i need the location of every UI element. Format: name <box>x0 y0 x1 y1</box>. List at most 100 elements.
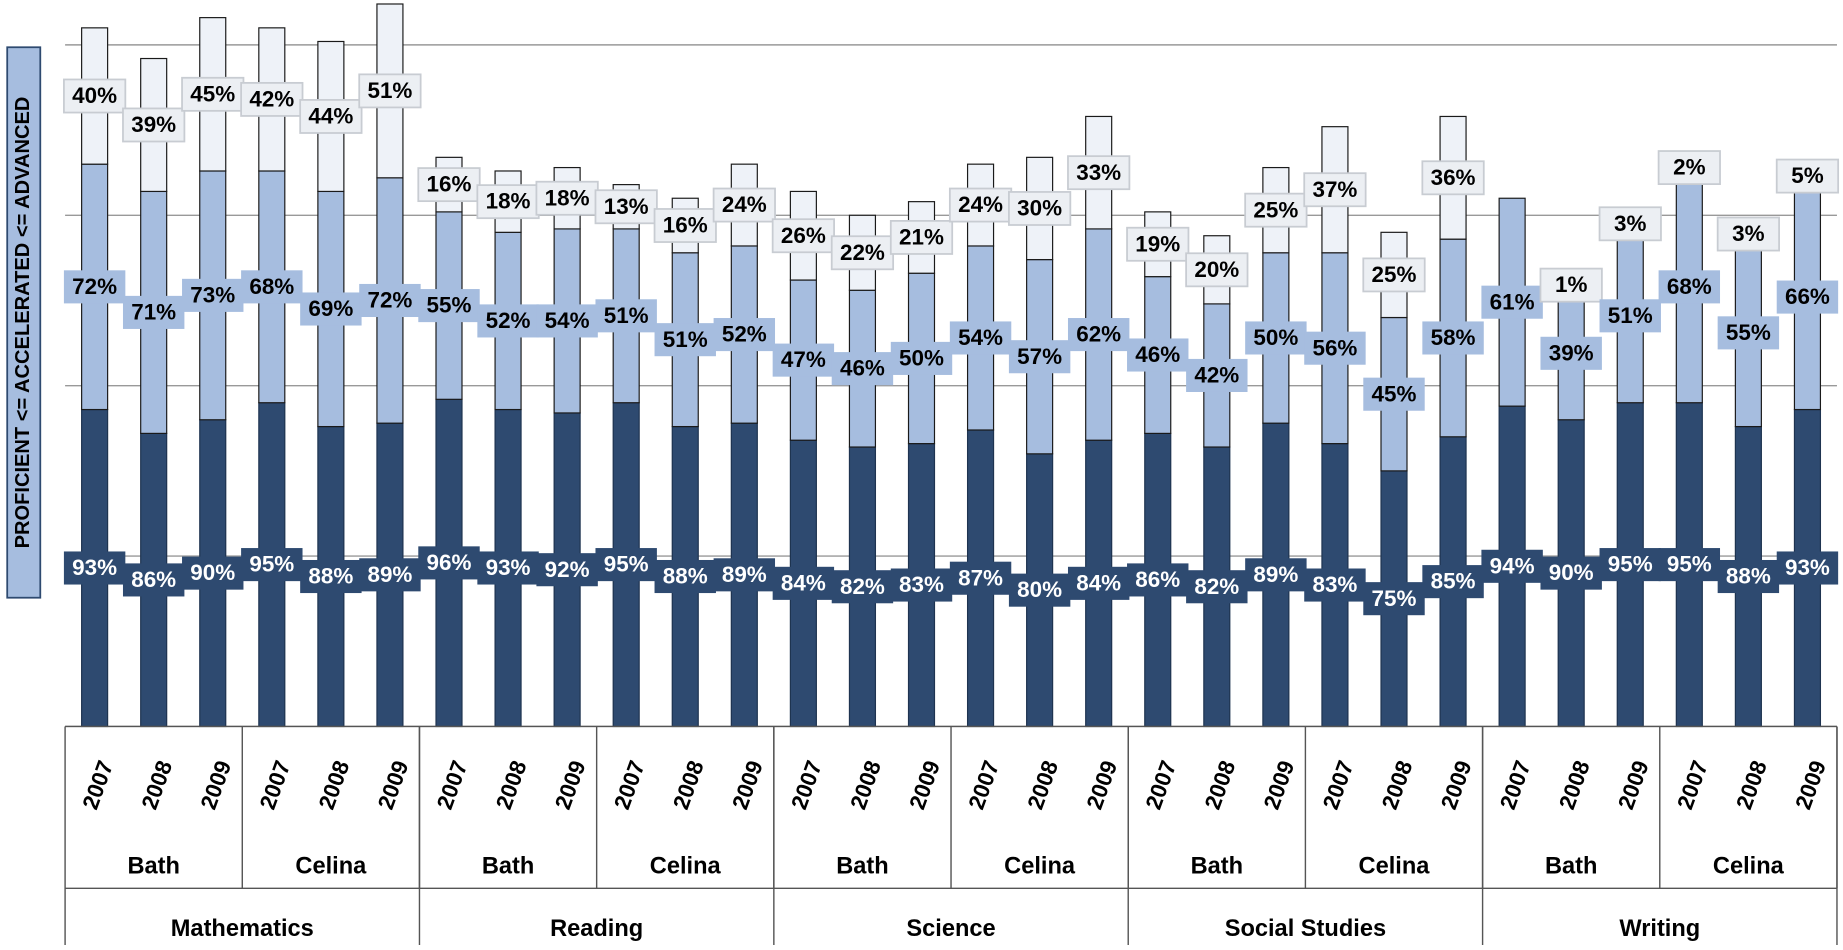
data-label-box <box>949 321 1012 355</box>
x-tick-label: 2008 <box>668 757 709 812</box>
group-label: Bath <box>482 853 534 879</box>
data-label: 56% <box>1312 335 1357 360</box>
data-label: 13% <box>604 194 649 219</box>
data-label: 50% <box>899 346 944 371</box>
data-label-box <box>1658 270 1721 304</box>
data-label-box <box>949 561 1012 595</box>
data-label-box <box>712 187 776 223</box>
data-label-box <box>300 292 362 326</box>
data-label-box <box>182 278 244 312</box>
data-label-box <box>418 546 480 580</box>
group-label: Bath <box>127 853 179 879</box>
data-label-box <box>1657 150 1721 185</box>
data-label-box <box>477 304 539 338</box>
data-label: 30% <box>1017 196 1062 221</box>
group-label: Celina <box>295 853 367 879</box>
x-tick-label: 2008 <box>137 757 178 812</box>
data-label: 87% <box>958 565 1003 590</box>
data-label-box <box>241 548 303 582</box>
data-label-box <box>1776 551 1839 585</box>
x-tick-label: 2009 <box>1259 757 1300 812</box>
data-label-box <box>122 107 186 143</box>
data-label-box <box>1186 570 1248 604</box>
supergroup-label: Social Studies <box>1225 916 1386 942</box>
data-label-box <box>1716 216 1780 252</box>
data-label: 88% <box>663 564 708 589</box>
group-label: Celina <box>1713 853 1785 879</box>
data-label-box <box>1539 267 1603 303</box>
data-label-box <box>595 548 657 582</box>
data-label: 68% <box>1667 274 1712 299</box>
data-label: 45% <box>190 81 235 106</box>
data-label: 51% <box>663 327 708 352</box>
data-label: 1% <box>1555 272 1587 297</box>
data-label: 39% <box>131 112 176 137</box>
data-label: 82% <box>840 574 885 599</box>
data-label-box <box>1599 299 1661 333</box>
data-label: 55% <box>1726 320 1771 345</box>
x-tick-label: 2009 <box>727 757 768 812</box>
data-label-box <box>1067 318 1130 352</box>
data-label: 3% <box>1614 211 1646 236</box>
data-label: 88% <box>308 564 353 589</box>
data-label-box <box>299 99 363 134</box>
data-label: 51% <box>604 303 649 328</box>
data-label-box <box>1776 280 1839 314</box>
data-label-box <box>122 295 185 329</box>
data-label: 52% <box>722 322 767 347</box>
data-label: 95% <box>249 552 294 577</box>
data-label-box <box>63 270 126 304</box>
supergroup-label: Writing <box>1619 916 1700 942</box>
data-label-box <box>1717 559 1780 594</box>
data-label: 90% <box>1549 560 1594 585</box>
data-label: 55% <box>427 293 472 318</box>
data-label: 52% <box>486 308 531 333</box>
x-tick-label: 2009 <box>1613 757 1654 812</box>
data-label: 40% <box>72 83 117 108</box>
data-label-box <box>1067 566 1130 600</box>
data-label-box <box>1481 549 1543 583</box>
data-label-box <box>654 323 716 357</box>
data-label-box <box>1422 321 1484 355</box>
x-tick-label: 2007 <box>1318 757 1359 812</box>
data-label: 93% <box>486 555 531 580</box>
y-label-box <box>6 46 42 599</box>
data-label: 18% <box>486 189 531 214</box>
data-label: 75% <box>1372 586 1417 611</box>
x-tick-label: 2007 <box>786 757 827 812</box>
data-label: 54% <box>958 325 1003 350</box>
supergroup-label: Mathematics <box>171 916 314 942</box>
data-label: 96% <box>427 550 472 575</box>
data-label-box <box>122 563 185 597</box>
data-label: 51% <box>367 78 412 103</box>
data-label-box <box>713 558 776 592</box>
data-label: 24% <box>722 192 767 217</box>
data-label: 92% <box>545 557 590 582</box>
data-label-box <box>1008 340 1071 374</box>
data-label: 68% <box>249 274 294 299</box>
x-tick-label: 2008 <box>845 757 886 812</box>
data-label-box <box>1363 582 1425 616</box>
data-label: 73% <box>190 282 235 307</box>
data-label-box <box>1303 172 1367 208</box>
supergroup-label: Reading <box>550 916 643 942</box>
data-label-box <box>1186 358 1248 392</box>
data-label: 83% <box>899 572 944 597</box>
x-tick-label: 2009 <box>904 757 945 812</box>
data-label-box <box>240 81 304 117</box>
x-tick-label: 2009 <box>550 757 591 812</box>
data-label: 89% <box>722 562 767 587</box>
data-label: 89% <box>1253 562 1298 587</box>
data-label-box <box>1540 336 1602 370</box>
x-tick-label: 2007 <box>1141 757 1182 812</box>
data-label-box <box>1304 331 1366 365</box>
data-label-box <box>1185 252 1249 288</box>
data-label: 36% <box>1431 165 1476 190</box>
data-label: 72% <box>72 274 117 299</box>
data-label: 72% <box>367 288 412 313</box>
data-label: 46% <box>1135 342 1180 367</box>
data-label: 80% <box>1017 577 1062 602</box>
x-tick-label: 2007 <box>255 757 296 812</box>
